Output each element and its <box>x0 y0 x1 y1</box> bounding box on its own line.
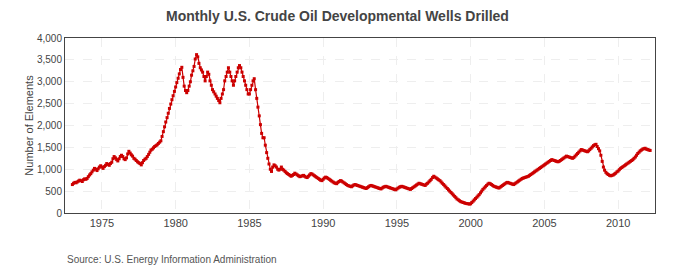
svg-text:500: 500 <box>45 186 62 197</box>
svg-text:1980: 1980 <box>163 217 187 229</box>
svg-text:1990: 1990 <box>311 217 335 229</box>
svg-text:0: 0 <box>56 208 62 219</box>
svg-text:Monthly U.S. Crude Oil Develop: Monthly U.S. Crude Oil Developmental Wel… <box>166 8 509 24</box>
svg-text:Source: U.S. Energy Informatio: Source: U.S. Energy Information Administ… <box>67 254 277 265</box>
svg-text:2010: 2010 <box>606 217 630 229</box>
svg-text:2,500: 2,500 <box>37 98 62 109</box>
svg-text:1995: 1995 <box>385 217 409 229</box>
svg-text:1,500: 1,500 <box>37 142 62 153</box>
svg-text:Number of Elements: Number of Elements <box>23 75 35 176</box>
svg-text:1985: 1985 <box>237 217 261 229</box>
svg-text:2000: 2000 <box>458 217 482 229</box>
svg-text:3,000: 3,000 <box>37 76 62 87</box>
svg-text:1,000: 1,000 <box>37 164 62 175</box>
svg-text:1975: 1975 <box>90 217 114 229</box>
svg-text:2005: 2005 <box>532 217 556 229</box>
svg-text:4,000: 4,000 <box>37 33 62 44</box>
svg-text:2,000: 2,000 <box>37 120 62 131</box>
svg-text:3,500: 3,500 <box>37 54 62 65</box>
